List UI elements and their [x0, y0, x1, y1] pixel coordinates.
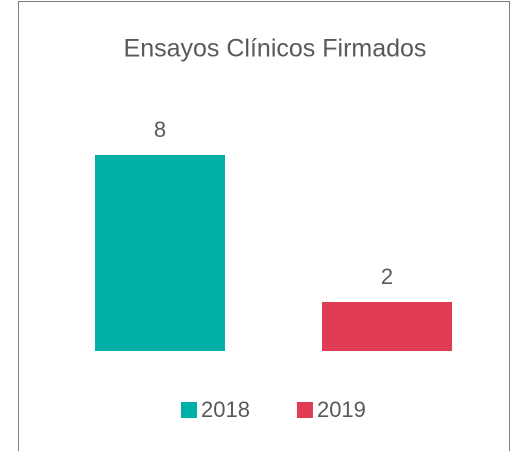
chart-border — [18, 1, 510, 451]
legend-swatch — [181, 402, 197, 418]
chart-title: Ensayos Clínicos Firmados — [124, 35, 427, 63]
bar — [95, 155, 225, 351]
bar — [322, 302, 452, 351]
data-label: 8 — [154, 117, 166, 142]
data-label: 2 — [381, 264, 393, 289]
legend-swatch — [296, 402, 313, 418]
legend-label: 2018 — [201, 397, 250, 422]
legend-label: 2019 — [317, 397, 366, 422]
